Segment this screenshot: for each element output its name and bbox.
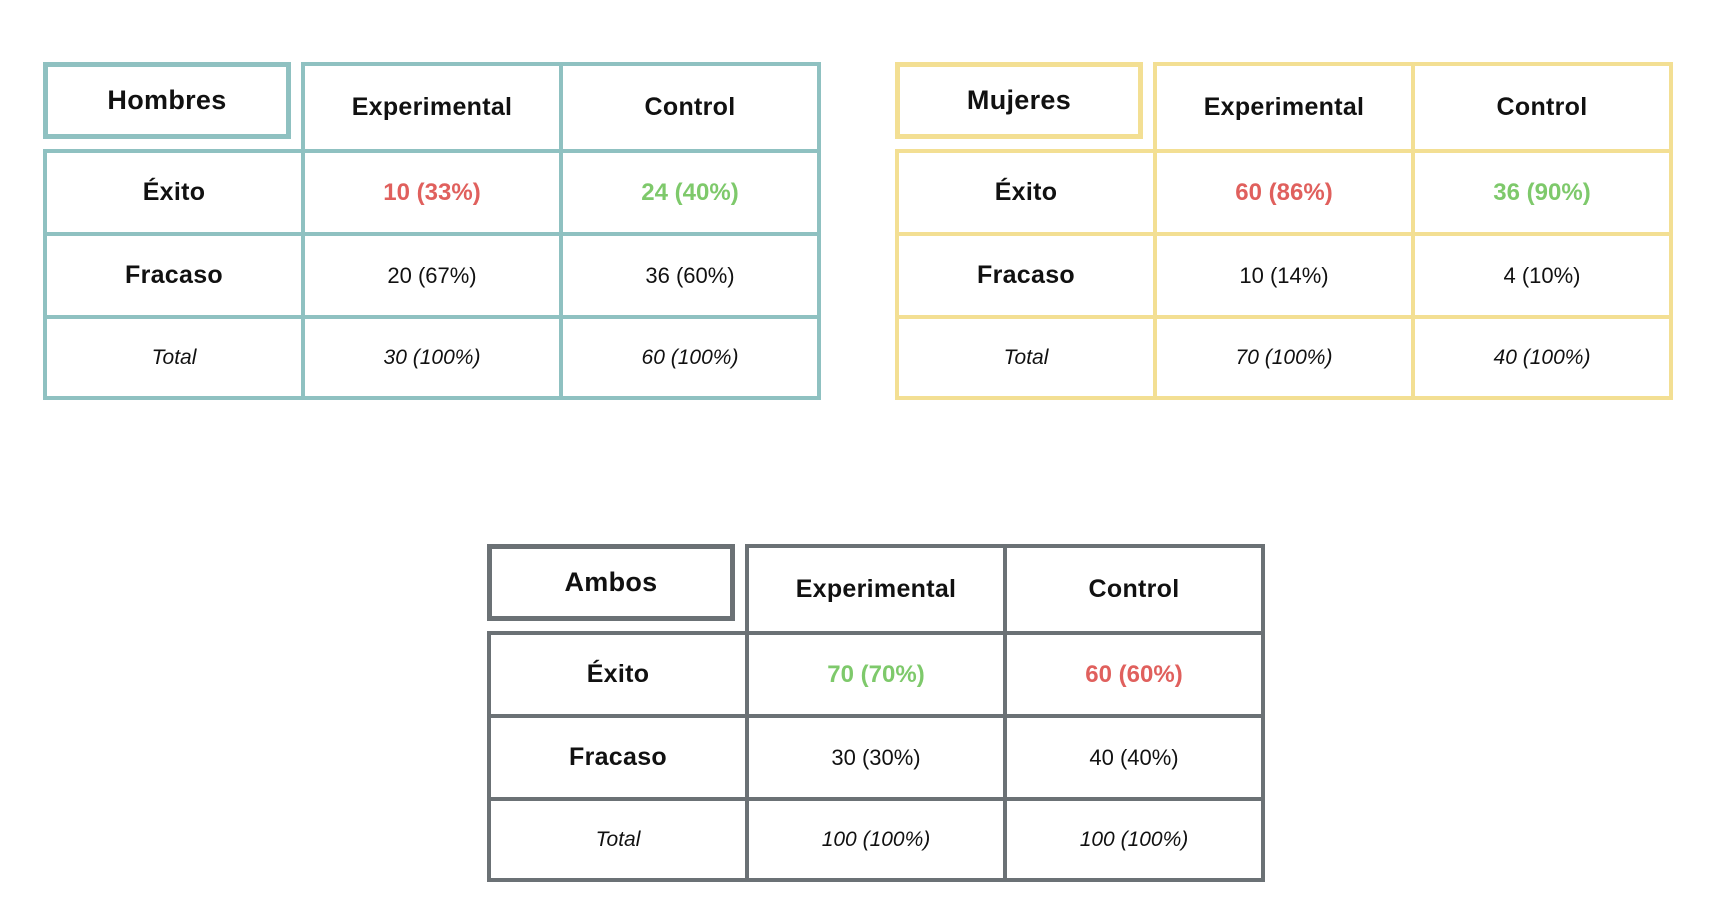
row-header-total: Total xyxy=(895,315,1157,400)
cell-fracaso-control: 36 (60%) xyxy=(559,232,821,319)
column-header-control: Control xyxy=(559,62,821,153)
row-header-fracaso: Fracaso xyxy=(43,232,305,319)
cell-fracaso-experimental: 30 (30%) xyxy=(745,714,1007,801)
cell-total-experimental: 70 (100%) xyxy=(1153,315,1415,400)
cell-total-control: 100 (100%) xyxy=(1003,797,1265,882)
row-header-fracaso: Fracaso xyxy=(895,232,1157,319)
cell-total-control: 40 (100%) xyxy=(1411,315,1673,400)
row-header-total: Total xyxy=(487,797,749,882)
cell-exito-experimental: 60 (86%) xyxy=(1153,149,1415,236)
cell-total-experimental: 100 (100%) xyxy=(745,797,1007,882)
row-header-exito: Éxito xyxy=(487,631,749,718)
cell-fracaso-experimental: 20 (67%) xyxy=(301,232,563,319)
row-header-fracaso: Fracaso xyxy=(487,714,749,801)
group-label-mujeres: Mujeres xyxy=(895,62,1143,139)
cell-total-experimental: 30 (100%) xyxy=(301,315,563,400)
cell-total-control: 60 (100%) xyxy=(559,315,821,400)
cell-exito-experimental: 70 (70%) xyxy=(745,631,1007,718)
cell-fracaso-control: 4 (10%) xyxy=(1411,232,1673,319)
table-hombres: Hombres Experimental Control Éxito 10 (3… xyxy=(43,62,821,400)
table-mujeres: Mujeres Experimental Control Éxito 60 (8… xyxy=(895,62,1673,400)
column-header-experimental: Experimental xyxy=(1153,62,1415,153)
row-header-exito: Éxito xyxy=(895,149,1157,236)
column-header-control: Control xyxy=(1003,544,1265,635)
row-header-exito: Éxito xyxy=(43,149,305,236)
table-ambos: Ambos Experimental Control Éxito 70 (70%… xyxy=(487,544,1265,882)
column-header-experimental: Experimental xyxy=(301,62,563,153)
cell-exito-control: 60 (60%) xyxy=(1003,631,1265,718)
column-header-experimental: Experimental xyxy=(745,544,1007,635)
group-label-ambos: Ambos xyxy=(487,544,735,621)
group-label-hombres: Hombres xyxy=(43,62,291,139)
cell-exito-control: 24 (40%) xyxy=(559,149,821,236)
cell-fracaso-experimental: 10 (14%) xyxy=(1153,232,1415,319)
column-header-control: Control xyxy=(1411,62,1673,153)
cell-exito-experimental: 10 (33%) xyxy=(301,149,563,236)
cell-fracaso-control: 40 (40%) xyxy=(1003,714,1265,801)
cell-exito-control: 36 (90%) xyxy=(1411,149,1673,236)
row-header-total: Total xyxy=(43,315,305,400)
